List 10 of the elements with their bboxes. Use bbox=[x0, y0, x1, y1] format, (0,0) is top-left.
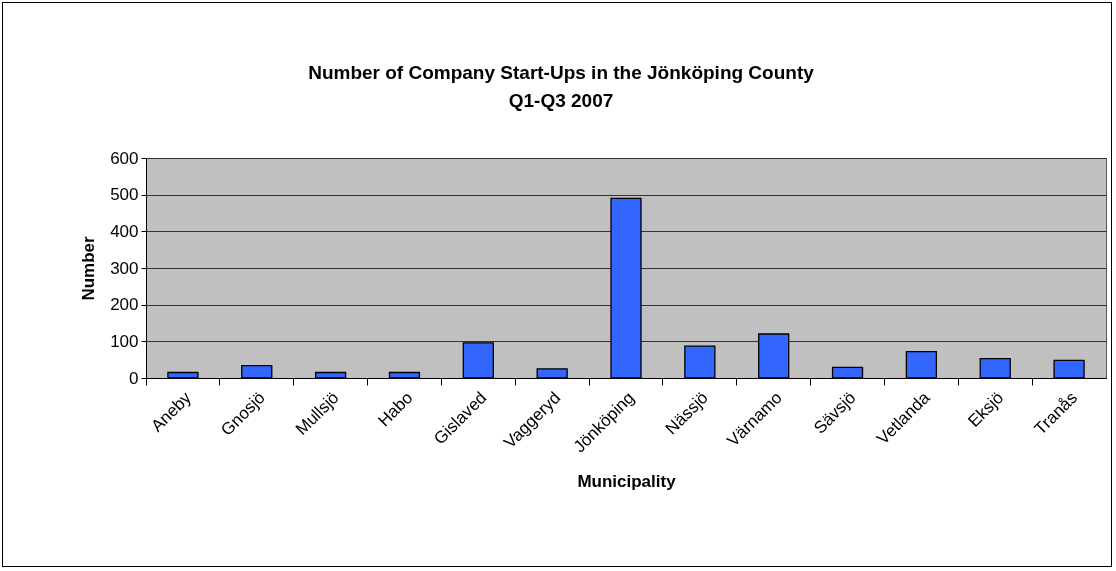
y-tick-label: 500 bbox=[110, 185, 139, 205]
x-axis-title: Municipality bbox=[577, 471, 677, 491]
y-tick-label: 300 bbox=[110, 258, 139, 278]
y-tick-label: 0 bbox=[129, 368, 139, 388]
y-tick-label: 400 bbox=[110, 221, 139, 241]
chart-title: Number of Company Start-Ups in the Jönköping County Q1-Q3 2007 bbox=[308, 62, 815, 111]
y-tick-label: 200 bbox=[110, 295, 139, 315]
y-tick-label: 600 bbox=[110, 148, 139, 168]
y-axis-title: Number bbox=[79, 236, 99, 301]
y-tick-label: 100 bbox=[110, 331, 139, 351]
